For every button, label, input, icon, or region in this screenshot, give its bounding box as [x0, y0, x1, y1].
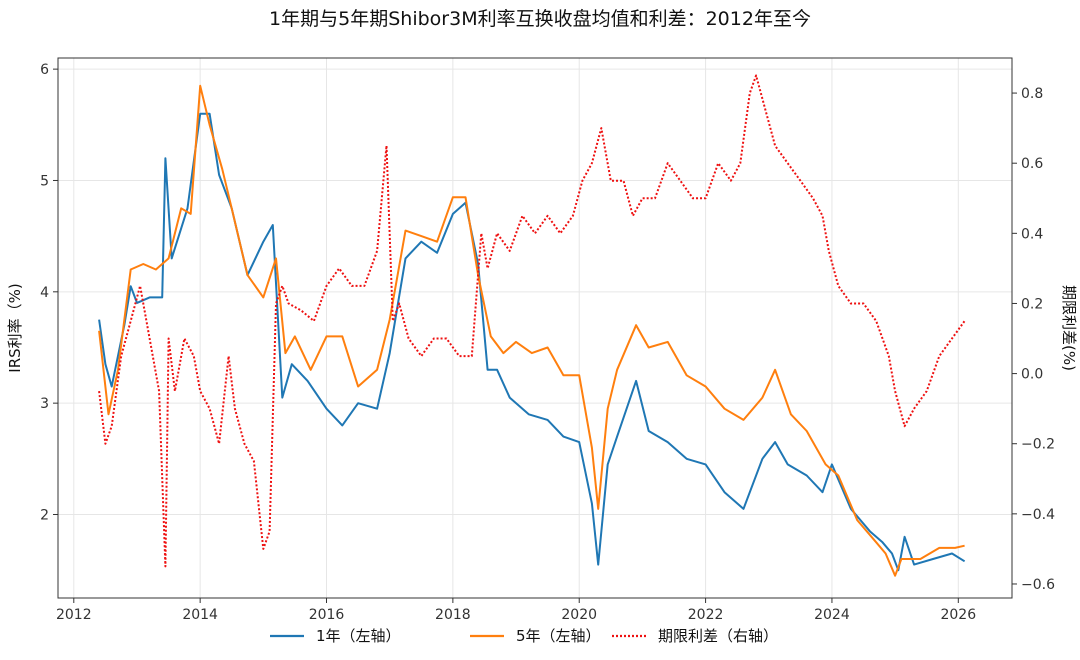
y-right-tick-label: 0.6 [1021, 156, 1043, 172]
x-tick-label: 2012 [56, 607, 92, 623]
x-tick-label: 2026 [940, 607, 976, 623]
series-layer [98, 74, 966, 577]
y-right-tick-label: 0.8 [1021, 86, 1043, 102]
series-line-2 [98, 84, 965, 577]
axis-layer: 2012 2014 2016 2018 2020 2022 2024 2026 2 3 4 5 6 −0.… [40, 62, 1055, 623]
plot-frame [57, 57, 1013, 599]
legend-label-1: 1年（左轴） [316, 627, 401, 645]
y-left-tick-label: 2 [40, 507, 49, 523]
x-tick-label: 2016 [309, 607, 345, 623]
y-left-tick-label: 4 [40, 285, 49, 301]
legend-label-3: 期限利差（右轴） [658, 627, 778, 645]
y-right-tick-label: −0.4 [1021, 507, 1055, 523]
y-left-tick-label: 3 [40, 396, 49, 412]
x-tick-label: 2022 [688, 607, 724, 623]
x-tick-label: 2020 [561, 607, 597, 623]
legend: 1年（左轴） 5年（左轴） 期限利差（右轴） [270, 627, 778, 645]
x-tick-label: 2014 [182, 607, 218, 623]
x-tick-label: 2024 [814, 607, 850, 623]
y-right-tick-label: −0.6 [1021, 577, 1055, 593]
y-right-tick-label: 0.0 [1021, 367, 1043, 383]
y-right-tick-label: −0.2 [1021, 437, 1055, 453]
legend-label-2: 5年（左轴） [516, 627, 601, 645]
y-axis-left-label: IRS利率（%) [6, 283, 24, 372]
chart-title: 1年期与5年期Shibor3M利率互换收盘均值和利差：2012年至今 [269, 8, 811, 30]
y-right-tick-label: 0.4 [1021, 226, 1043, 242]
y-left-tick-label: 5 [40, 173, 49, 189]
x-tick-label: 2018 [435, 607, 471, 623]
series-line-1 [98, 112, 966, 572]
series-line-3 [98, 74, 966, 568]
y-left-tick-label: 6 [40, 62, 49, 78]
grid-layer [58, 58, 1012, 598]
y-axis-right-label: 期限利差(%) [1060, 285, 1078, 371]
y-right-tick-label: 0.2 [1021, 296, 1043, 312]
